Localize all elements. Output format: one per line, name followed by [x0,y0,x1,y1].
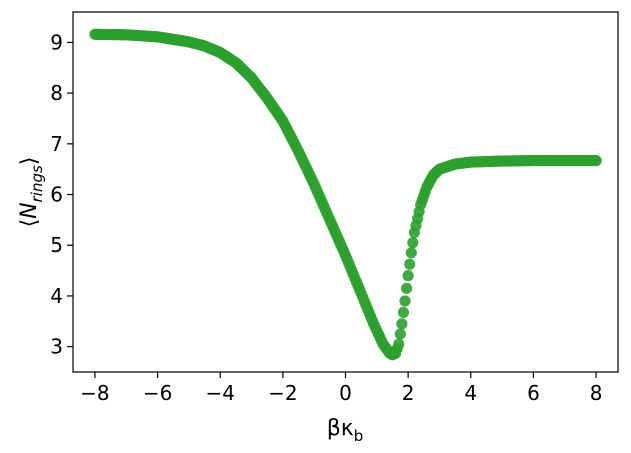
data-point [590,154,602,167]
x-tick-label: −4 [205,381,234,405]
data-point [402,270,414,282]
data-points [89,28,602,361]
y-tick-label: 4 [50,284,63,308]
x-tick-label: 4 [464,381,477,405]
data-point [404,258,416,270]
y-tick-label: 6 [50,183,63,207]
y-axis: 3 4 5 6 7 8 9 [50,30,73,359]
y-tick-label: 7 [50,132,63,156]
plot-frame [72,11,619,373]
y-tick-label: 5 [50,233,63,257]
y-tick-label: 9 [50,30,63,54]
data-point [405,247,417,259]
data-point [397,306,410,319]
y-tick-label: 3 [50,335,63,359]
data-point [399,295,411,307]
x-tick-label: 2 [402,381,415,405]
y-tick-label: 8 [50,81,63,105]
x-axis-label: βκb [327,416,364,445]
x-tick-label: 0 [339,381,352,405]
data-point [394,328,406,340]
x-tick-label: −2 [268,381,297,405]
x-tick-label: −6 [143,381,172,405]
data-point [400,282,413,294]
data-point [407,237,419,249]
x-tick-label: −8 [80,381,109,405]
x-axis: −8 −6 −4 −2 0 2 4 6 8 [80,372,602,405]
y-axis-label: ⟨Nrings⟩ [17,157,46,228]
data-point [396,318,408,330]
x-tick-label: 6 [527,381,540,405]
x-tick-label: 8 [590,381,603,405]
data-point [393,338,405,350]
